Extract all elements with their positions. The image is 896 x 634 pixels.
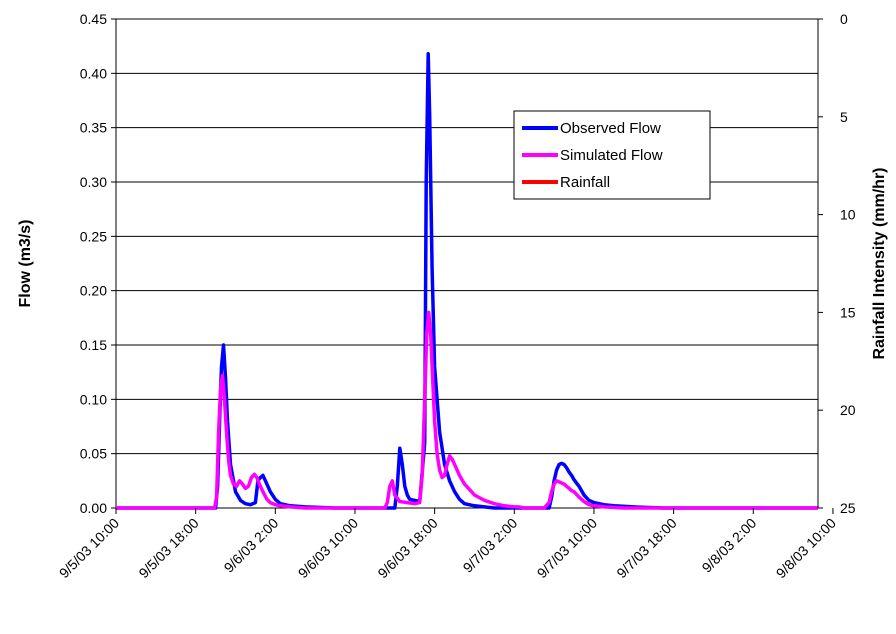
legend: Observed Flow Simulated Flow Rainfall (513, 110, 711, 200)
x-tick-label: 9/7/03 18:00 (613, 515, 680, 582)
y-tick-label: 0.30 (80, 174, 107, 190)
y-tick-label: 0.45 (80, 11, 107, 27)
x-tick-label: 9/8/03 2:00 (699, 515, 760, 576)
y-axis-left: 0.00 0.05 0.10 0.15 0.20 0.25 0.30 0.35 0.40 0.45 (80, 11, 116, 516)
x-axis: 9/5/03 10:00 9/5/03 18:00 9/6/03 2:00 9/6/0… (56, 508, 839, 581)
x-tick-label: 9/7/03 2:00 (460, 515, 521, 576)
legend-label: Simulated Flow (560, 147, 663, 164)
y-tick-label: 0.40 (80, 65, 107, 81)
y-axis-title: Flow (m3/s) (17, 219, 34, 307)
y-axis-right: 0 5 10 15 20 25 (817, 11, 856, 516)
series-line-simulated-flow (116, 310, 818, 510)
legend-label: Rainfall (560, 174, 610, 191)
x-tick-label: 9/6/03 10:00 (295, 515, 362, 582)
x-tick-label: 9/6/03 18:00 (374, 515, 441, 582)
y2-tick-label: 15 (840, 304, 856, 320)
y-tick-label: 0.15 (80, 337, 107, 353)
x-tick-label: 9/8/03 10:00 (773, 515, 840, 582)
y2-tick-label: 10 (840, 207, 856, 223)
x-tick-label: 9/5/03 10:00 (56, 515, 123, 582)
series-line-observed-flow (116, 52, 818, 510)
y-tick-label: 0.05 (80, 446, 107, 462)
y2-tick-label: 5 (840, 109, 848, 125)
y-tick-label: 0.20 (80, 283, 107, 299)
plot-area (115, 18, 819, 509)
y-tick-label: 0.25 (80, 228, 107, 244)
legend-label: Observed Flow (560, 120, 661, 137)
y2-tick-label: 20 (840, 402, 856, 418)
y-tick-label: 0.35 (80, 120, 107, 136)
x-tick-label: 9/5/03 18:00 (135, 515, 202, 582)
y2-axis-title: Rainfall Intensity (mm/hr) (871, 167, 888, 359)
y-tick-label: 0.00 (80, 500, 107, 516)
gridlines (116, 18, 818, 509)
y-tick-label: 0.10 (80, 391, 107, 407)
y2-tick-label: 25 (840, 500, 856, 516)
series-layer (116, 52, 818, 510)
x-tick-label: 9/7/03 10:00 (534, 515, 601, 582)
x-tick-label: 9/6/03 2:00 (221, 515, 282, 576)
y2-tick-label: 0 (840, 11, 848, 27)
